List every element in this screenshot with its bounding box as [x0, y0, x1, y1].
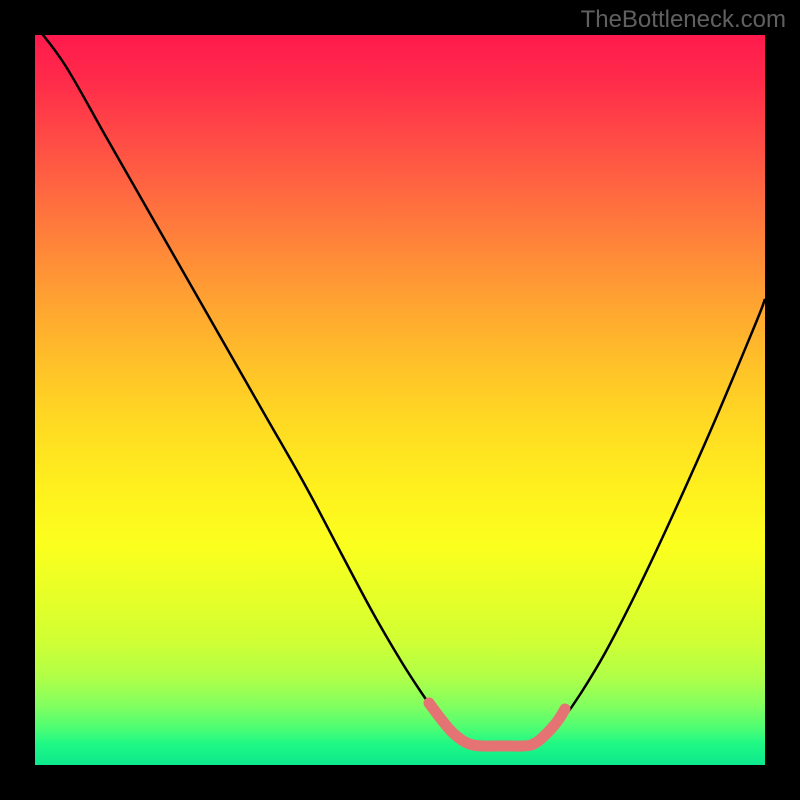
bottleneck-curve-svg	[35, 35, 765, 765]
chart-area	[35, 35, 765, 765]
overlay-curve-path	[429, 703, 565, 746]
watermark-label: TheBottleneck.com	[581, 6, 786, 34]
main-curve-path	[35, 35, 765, 747]
